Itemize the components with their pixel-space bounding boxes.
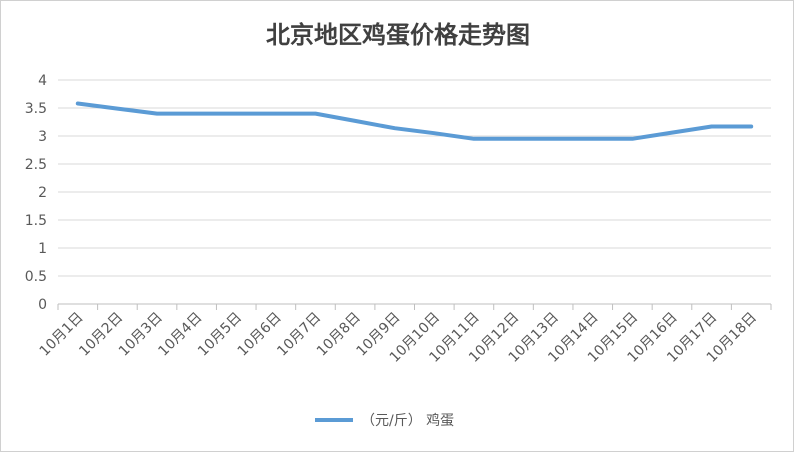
data-point <box>196 113 198 115</box>
data-point <box>116 108 118 110</box>
data-point <box>750 125 752 127</box>
data-point <box>77 103 79 105</box>
data-point <box>156 113 158 115</box>
series-layer <box>75 101 754 141</box>
data-point <box>473 138 475 140</box>
y-tick-label: 0 <box>38 297 47 313</box>
data-point <box>592 138 594 140</box>
data-point <box>433 132 435 134</box>
data-point <box>631 138 633 140</box>
legend-label: （元/斤） 鸡蛋 <box>361 412 454 429</box>
y-tick-label: 2 <box>38 185 47 201</box>
y-tick-label: 2.5 <box>25 157 47 173</box>
data-point <box>354 120 356 122</box>
y-tick-label: 0.5 <box>25 269 47 285</box>
y-tick-label: 1.5 <box>25 213 47 229</box>
data-point <box>552 138 554 140</box>
y-tick-label: 3.5 <box>25 101 47 117</box>
y-axis-ticks: 0 0.5 1 1.5 2 2.5 3 3.5 4 <box>25 73 47 313</box>
y-tick-label: 3 <box>38 129 47 145</box>
y-tick-label: 1 <box>38 241 47 257</box>
data-point <box>671 132 673 134</box>
series-line <box>75 101 754 141</box>
chart-title: 北京地区鸡蛋价格走势图 <box>266 21 530 49</box>
gridlines <box>58 79 771 305</box>
x-axis: 10月1日10月2日10月3日10月4日10月5日10月6日10月7日10月8日… <box>37 303 772 366</box>
data-point <box>394 127 396 129</box>
y-tick-label: 4 <box>38 73 47 89</box>
data-point <box>513 138 515 140</box>
data-point <box>314 113 316 115</box>
data-point <box>275 113 277 115</box>
data-point <box>711 125 713 127</box>
legend: （元/斤） 鸡蛋 <box>315 412 454 429</box>
data-point <box>235 113 237 115</box>
